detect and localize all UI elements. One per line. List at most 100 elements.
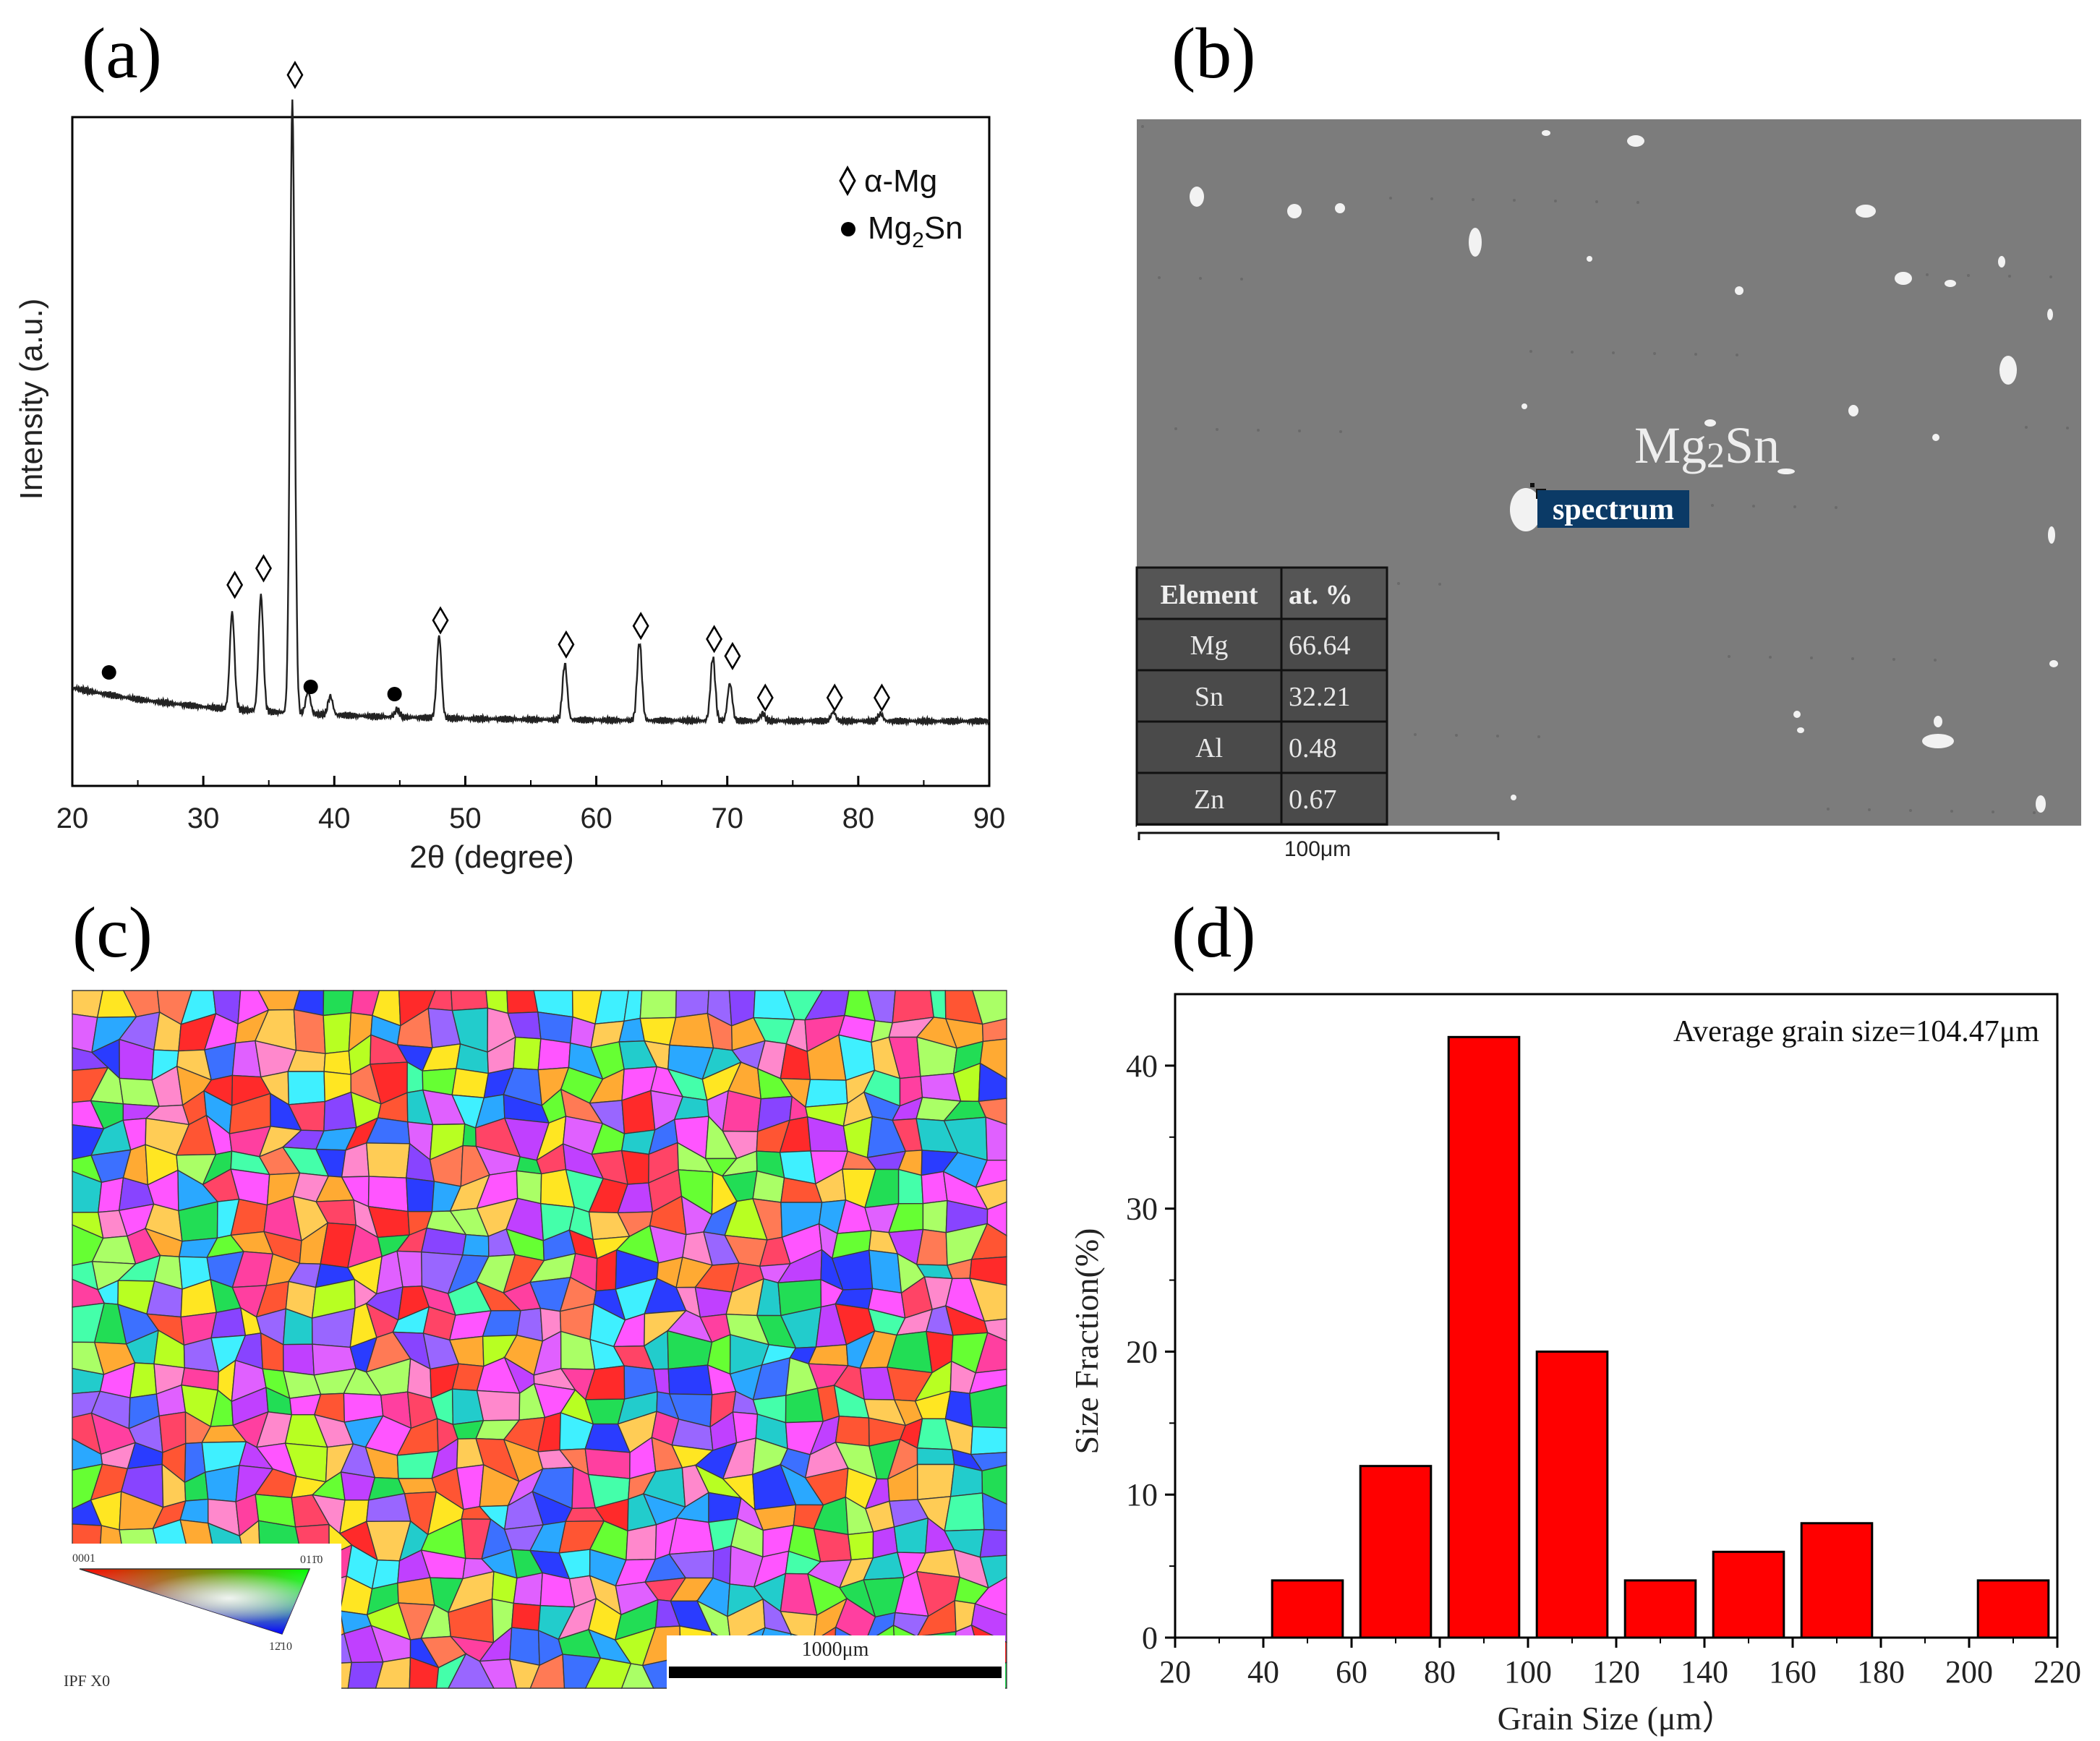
hist-x-tick-label: 20 [1159,1654,1191,1690]
ebsd-map: 0001 011̄0 12̄10 IPF X0 1000μm [58,990,1007,1695]
grain [461,1233,490,1257]
xrd-x-tick-label: 80 [842,803,875,834]
sem-particle [2047,309,2053,320]
xrd-legend: α-Mg Mg2Sn [839,163,963,252]
grain [210,1307,247,1339]
sem-particle [1848,405,1858,416]
grain [513,1036,542,1071]
grain [367,1176,409,1212]
sem-scale-bar: 100μm [1137,826,1500,869]
grain [921,1171,948,1205]
sem-speckle [1455,734,1458,737]
sem-particle [1945,280,1956,287]
grain [626,1523,657,1561]
grain [813,1528,852,1562]
hist-y-tick-label: 40 [1126,1048,1158,1084]
sem-particle [1932,434,1939,441]
sem-particle [1335,203,1345,213]
sem-particle [1469,228,1482,257]
sem-particle [2048,526,2055,544]
grain [323,990,354,1017]
sem-speckle [1389,197,1392,200]
sem-speckle [1141,125,1144,128]
sem-speckle [1752,505,1755,508]
sem-speckle [1711,504,1714,507]
sem-speckle [1967,274,1970,277]
alpha-mg-marker-icon [873,683,890,712]
grain [916,1447,955,1466]
ebsd-scale-bar: 1000μm [667,1635,1005,1690]
alpha-mg-marker-icon [255,554,272,583]
ipf-corner-1210: 12̄10 [269,1641,292,1653]
histogram-bar [1623,1579,1697,1639]
grain [979,1528,1007,1558]
sem-scale-bar-label: 100μm [1284,837,1351,861]
grain [205,1464,240,1502]
sem-particle [1735,286,1743,295]
ebsd-scale-bar-label: 1000μm [802,1638,869,1661]
grain [451,990,489,1011]
panel-label-d: (d) [1171,892,1256,972]
hist-plot-frame [1174,993,2059,1639]
sem-particle [1704,419,1716,427]
sem-speckle [1438,583,1441,586]
sem-speckle [1827,808,1830,810]
mg2sn-marker-icon [303,680,318,694]
grain [985,1116,1007,1161]
sem-particle [1510,488,1542,531]
hist-x-tick-label: 200 [1945,1654,1993,1690]
sem-speckle [1612,351,1615,354]
eds-element: Al [1195,733,1223,763]
grain [805,1079,848,1108]
grain [639,990,677,1019]
eds-value: 0.48 [1289,733,1337,763]
grain [129,1362,158,1399]
grain [848,1531,874,1561]
eds-value: 0.67 [1289,784,1337,815]
xrd-x-tick-label: 40 [318,803,351,834]
sem-speckle [1769,656,1772,659]
sem-speckle [1257,429,1260,432]
grain [406,1177,435,1212]
hist-x-tick-label: 220 [2033,1654,2081,1690]
panel-label-c: (c) [72,892,153,972]
histogram-bar [1976,1579,2050,1639]
sem-speckle [1992,810,1994,813]
grain [537,1038,571,1071]
grain [282,1343,315,1376]
hist-y-tick-label: 10 [1126,1477,1158,1513]
sem-speckle [1298,429,1301,432]
sem-particle [1777,469,1795,474]
hist-x-tick-label: 60 [1336,1654,1367,1690]
hist-y-axis-label: Size Fraction(%) [1068,1228,1105,1455]
sem-particle [1542,130,1550,136]
panel-label-b: (b) [1171,13,1256,93]
sem-speckle [1554,200,1557,202]
ipf-legend: 0001 011̄0 12̄10 IPF X0 [58,1544,341,1695]
alpha-mg-marker-icon [706,625,723,654]
xrd-x-tick-label: 70 [711,803,743,834]
legend-mg2sn-label: Mg2Sn [868,210,963,252]
sem-speckle [1397,582,1400,585]
histogram-bar [1359,1465,1433,1639]
sem-speckle [1810,656,1813,659]
sem-speckle [1174,427,1177,430]
legend-diamond-icon [839,165,856,197]
alpha-mg-marker-icon [286,61,304,90]
sem-speckle [1851,657,1854,660]
sem-speckle [1529,350,1532,353]
ipf-corner-0001: 0001 [72,1552,95,1565]
eds-table: Element at. % Mg 66.64 Sn 32.21 Al 0.48 Zn 0.67 [1135,566,1388,827]
sem-speckle [1199,277,1202,280]
histogram-bar [1535,1350,1609,1639]
histogram-bar [1800,1522,1874,1639]
grain [916,1463,955,1500]
sem-speckle [1571,351,1574,354]
grain [868,1249,902,1294]
grain [897,1168,924,1205]
sem-particle [1587,256,1592,262]
grain [293,1009,326,1054]
sem-speckle [2033,811,2036,814]
xrd-x-tick-label: 50 [449,803,482,834]
hist-y-tick-label: 0 [1142,1620,1158,1656]
